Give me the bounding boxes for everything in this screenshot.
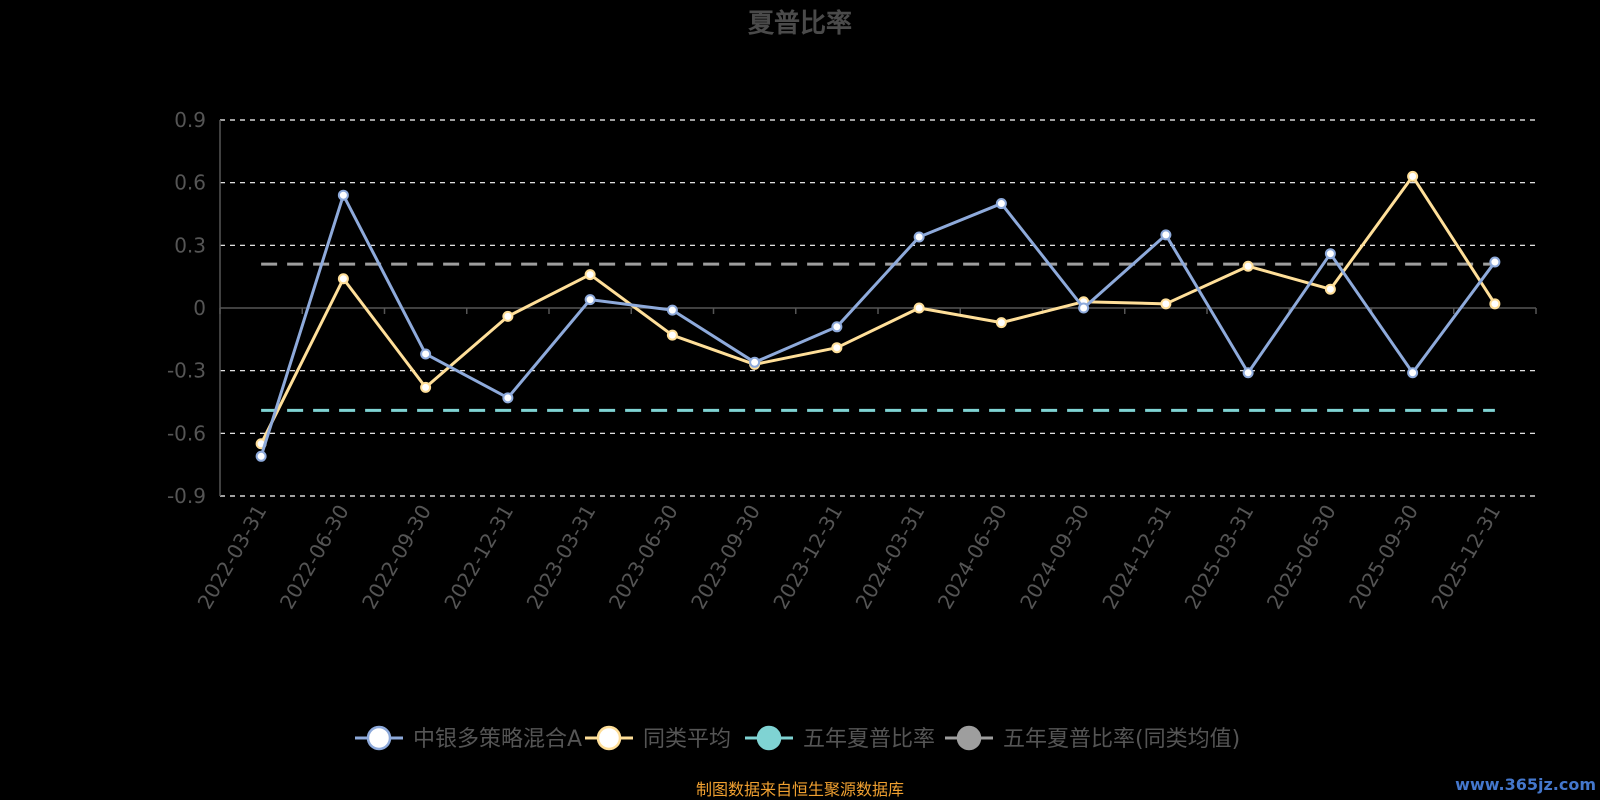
series-1-point (420, 348, 432, 360)
x-tick-label: 2022-06-30 (275, 501, 354, 614)
legend-marker (956, 725, 982, 751)
series-1-point (584, 294, 596, 306)
y-tick-label: -0.6 (167, 421, 206, 445)
legend-marker (756, 725, 782, 751)
x-tick-label: 2024-03-31 (851, 501, 930, 614)
series-1-point (1242, 367, 1254, 379)
reference-lines (261, 262, 1495, 412)
y-tick-label: 0.9 (174, 108, 206, 132)
x-tick-label: 2025-09-30 (1344, 501, 1423, 614)
x-tick-label: 2022-03-31 (193, 501, 272, 614)
x-tick-label: 2025-12-31 (1426, 501, 1505, 614)
series-1-point (995, 198, 1007, 210)
legend-label: 中银多策略混合A (413, 727, 582, 752)
x-tick-label: 2023-03-31 (522, 501, 601, 614)
x-tick-label: 2024-06-30 (933, 501, 1012, 614)
y-tick-label: 0.6 (174, 171, 206, 195)
series-1-point (749, 356, 761, 368)
legend-item-4: 五年夏普比率(同类均值) (945, 725, 1240, 752)
x-tick-label: 2025-06-30 (1262, 501, 1341, 614)
series-1-point (1324, 248, 1336, 260)
series-2-point (831, 342, 843, 354)
chart-title: 夏普比率 (748, 8, 852, 39)
legend-label: 同类平均 (643, 727, 731, 752)
x-tick-label: 2023-12-31 (768, 501, 847, 614)
x-tick-label: 2023-06-30 (604, 501, 683, 614)
series-2-point (1160, 298, 1172, 310)
series-2-point (337, 273, 349, 285)
series-2-point (1324, 283, 1336, 295)
x-tick-label: 2024-12-31 (1097, 501, 1176, 614)
legend-label: 五年夏普比率 (803, 727, 935, 752)
series-1-point (337, 189, 349, 201)
series-2-point (913, 302, 925, 314)
y-tick-label: -0.3 (167, 359, 206, 383)
y-tick-label: 0.3 (174, 233, 206, 257)
watermark: www.365jz.com (1455, 775, 1596, 794)
x-tick-label: 2025-03-31 (1180, 501, 1259, 614)
series-2-point (1407, 170, 1419, 182)
series-1-point (913, 231, 925, 243)
legend-marker (596, 725, 622, 751)
series-2-point (995, 317, 1007, 329)
legend-label: 五年夏普比率(同类均值) (1003, 727, 1240, 752)
series-2-point (502, 310, 514, 322)
x-tick-label: 2022-12-31 (439, 501, 518, 614)
series-2-point (1489, 298, 1501, 310)
x-tick-label: 2022-09-30 (357, 501, 436, 614)
y-tick-label: 0 (193, 296, 206, 320)
series-1-point (1160, 229, 1172, 241)
legend-item-2: 同类平均 (585, 725, 731, 752)
y-tick-label: -0.9 (167, 484, 206, 508)
legend-marker (366, 725, 392, 751)
x-tick-label: 2024-09-30 (1015, 501, 1094, 614)
series-line-2 (259, 174, 1497, 445)
series-1-point (1489, 256, 1501, 268)
series-lines (255, 170, 1501, 462)
series-1-point (255, 450, 267, 462)
series-1-point (502, 392, 514, 404)
series-1-point (831, 321, 843, 333)
series-1-point (1078, 302, 1090, 314)
series-1-point (666, 304, 678, 316)
legend-item-3: 五年夏普比率 (745, 725, 935, 752)
series-1-point (1407, 367, 1419, 379)
series-2-point (584, 269, 596, 281)
legend-item-1: 中银多策略混合A (355, 725, 582, 752)
source-note: 制图数据来自恒生聚源数据库 (696, 780, 904, 799)
series-2-point (666, 329, 678, 341)
series-2-point (1242, 260, 1254, 272)
series-line-1 (259, 193, 1497, 457)
series-2-point (420, 381, 432, 393)
legend: 中银多策略混合A 同类平均 五年夏普比率 五年夏普比率(同类均值) (355, 725, 1240, 752)
x-tick-label: 2023-09-30 (686, 501, 765, 614)
